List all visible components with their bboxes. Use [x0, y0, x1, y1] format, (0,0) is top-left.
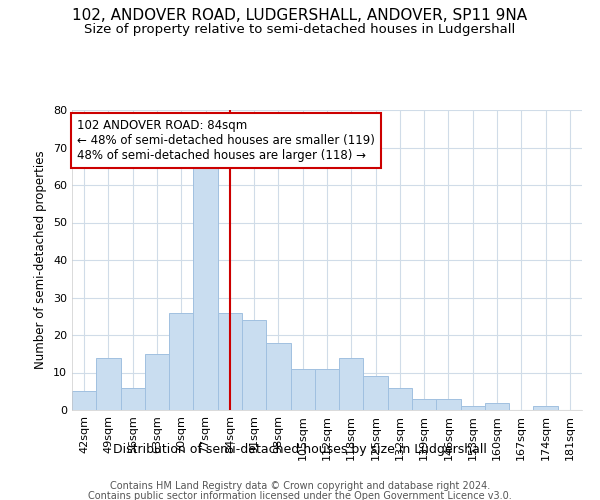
- Bar: [96, 358, 121, 410]
- Bar: [339, 358, 364, 410]
- Bar: [266, 342, 290, 410]
- Bar: [145, 354, 169, 410]
- Bar: [436, 399, 461, 410]
- Y-axis label: Number of semi-detached properties: Number of semi-detached properties: [34, 150, 47, 370]
- Bar: [290, 369, 315, 410]
- Bar: [169, 312, 193, 410]
- Bar: [242, 320, 266, 410]
- Bar: [461, 406, 485, 410]
- Text: Contains public sector information licensed under the Open Government Licence v3: Contains public sector information licen…: [88, 491, 512, 500]
- Text: 102, ANDOVER ROAD, LUDGERSHALL, ANDOVER, SP11 9NA: 102, ANDOVER ROAD, LUDGERSHALL, ANDOVER,…: [73, 8, 527, 22]
- Bar: [72, 391, 96, 410]
- Bar: [533, 406, 558, 410]
- Bar: [388, 388, 412, 410]
- Bar: [121, 388, 145, 410]
- Bar: [218, 312, 242, 410]
- Bar: [315, 369, 339, 410]
- Text: Contains HM Land Registry data © Crown copyright and database right 2024.: Contains HM Land Registry data © Crown c…: [110, 481, 490, 491]
- Bar: [412, 399, 436, 410]
- Bar: [193, 166, 218, 410]
- Text: 102 ANDOVER ROAD: 84sqm
← 48% of semi-detached houses are smaller (119)
48% of s: 102 ANDOVER ROAD: 84sqm ← 48% of semi-de…: [77, 119, 375, 162]
- Bar: [364, 376, 388, 410]
- Bar: [485, 402, 509, 410]
- Text: Distribution of semi-detached houses by size in Ludgershall: Distribution of semi-detached houses by …: [113, 442, 487, 456]
- Text: Size of property relative to semi-detached houses in Ludgershall: Size of property relative to semi-detach…: [85, 22, 515, 36]
